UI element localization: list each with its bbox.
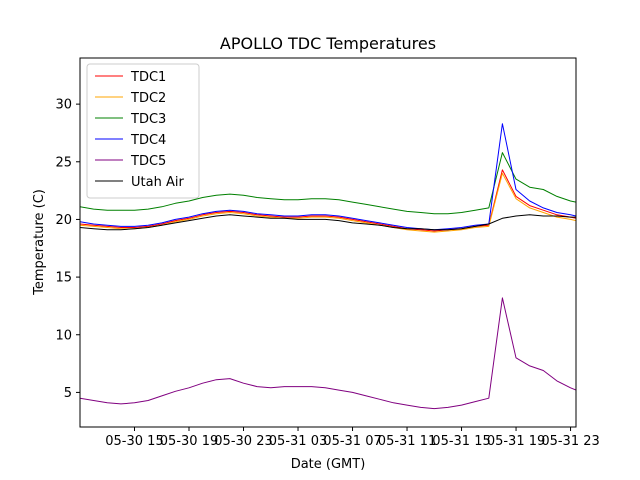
y-tick-label: 25	[55, 155, 72, 170]
legend: TDC1 TDC2 TDC3 TDC4 TDC5 Utah Air	[86, 63, 200, 199]
legend-label: Utah Air	[131, 175, 184, 190]
legend-label: TDC4	[130, 133, 166, 148]
legend-label: TDC5	[130, 154, 166, 169]
x-tick-label: 05-31 23	[541, 434, 599, 449]
legend-label: TDC1	[130, 70, 166, 85]
x-axis-label: Date (GMT)	[291, 457, 366, 472]
series-line-tdc4	[80, 123, 576, 231]
y-tick-label: 30	[55, 98, 72, 113]
series-line-tdc1	[80, 169, 576, 232]
chart-title: APOLLO TDC Temperatures	[220, 34, 436, 53]
y-tick-label: 20	[55, 213, 72, 228]
series-line-tdc5	[80, 297, 576, 410]
legend-label: TDC3	[130, 112, 166, 127]
x-tick-label: 05-31 15	[432, 434, 490, 449]
y-tick-label: 15	[55, 271, 72, 286]
series-line-utah-air	[80, 214, 576, 231]
x-tick-label: 05-31 19	[487, 434, 545, 449]
y-tick-label: 5	[64, 386, 72, 401]
x-tick-label: 05-31 11	[378, 434, 436, 449]
legend-label: TDC2	[130, 91, 166, 106]
x-tick-label: 05-30 19	[160, 434, 218, 449]
plot-area	[80, 123, 576, 410]
y-tick-label: 10	[55, 328, 72, 343]
x-tick-label: 05-31 07	[323, 434, 381, 449]
y-axis-label: Temperature (C)	[32, 189, 47, 296]
x-tick-label: 05-30 23	[214, 434, 272, 449]
series-line-tdc3	[80, 152, 576, 215]
axes-frame	[79, 57, 577, 428]
x-tick-label: 05-30 15	[105, 434, 163, 449]
x-tick-label: 05-31 03	[269, 434, 327, 449]
